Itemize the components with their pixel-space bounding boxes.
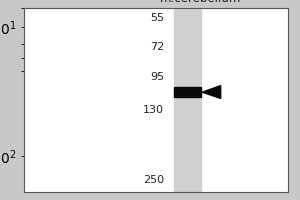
- Bar: [175, 87, 201, 97]
- Text: 95: 95: [150, 72, 164, 82]
- Bar: [175, 8, 201, 192]
- Text: 250: 250: [143, 175, 164, 185]
- Polygon shape: [202, 86, 221, 98]
- Text: 55: 55: [150, 13, 164, 23]
- Text: 72: 72: [150, 42, 164, 52]
- Text: 130: 130: [143, 105, 164, 115]
- Text: m.cerebellum: m.cerebellum: [160, 0, 242, 5]
